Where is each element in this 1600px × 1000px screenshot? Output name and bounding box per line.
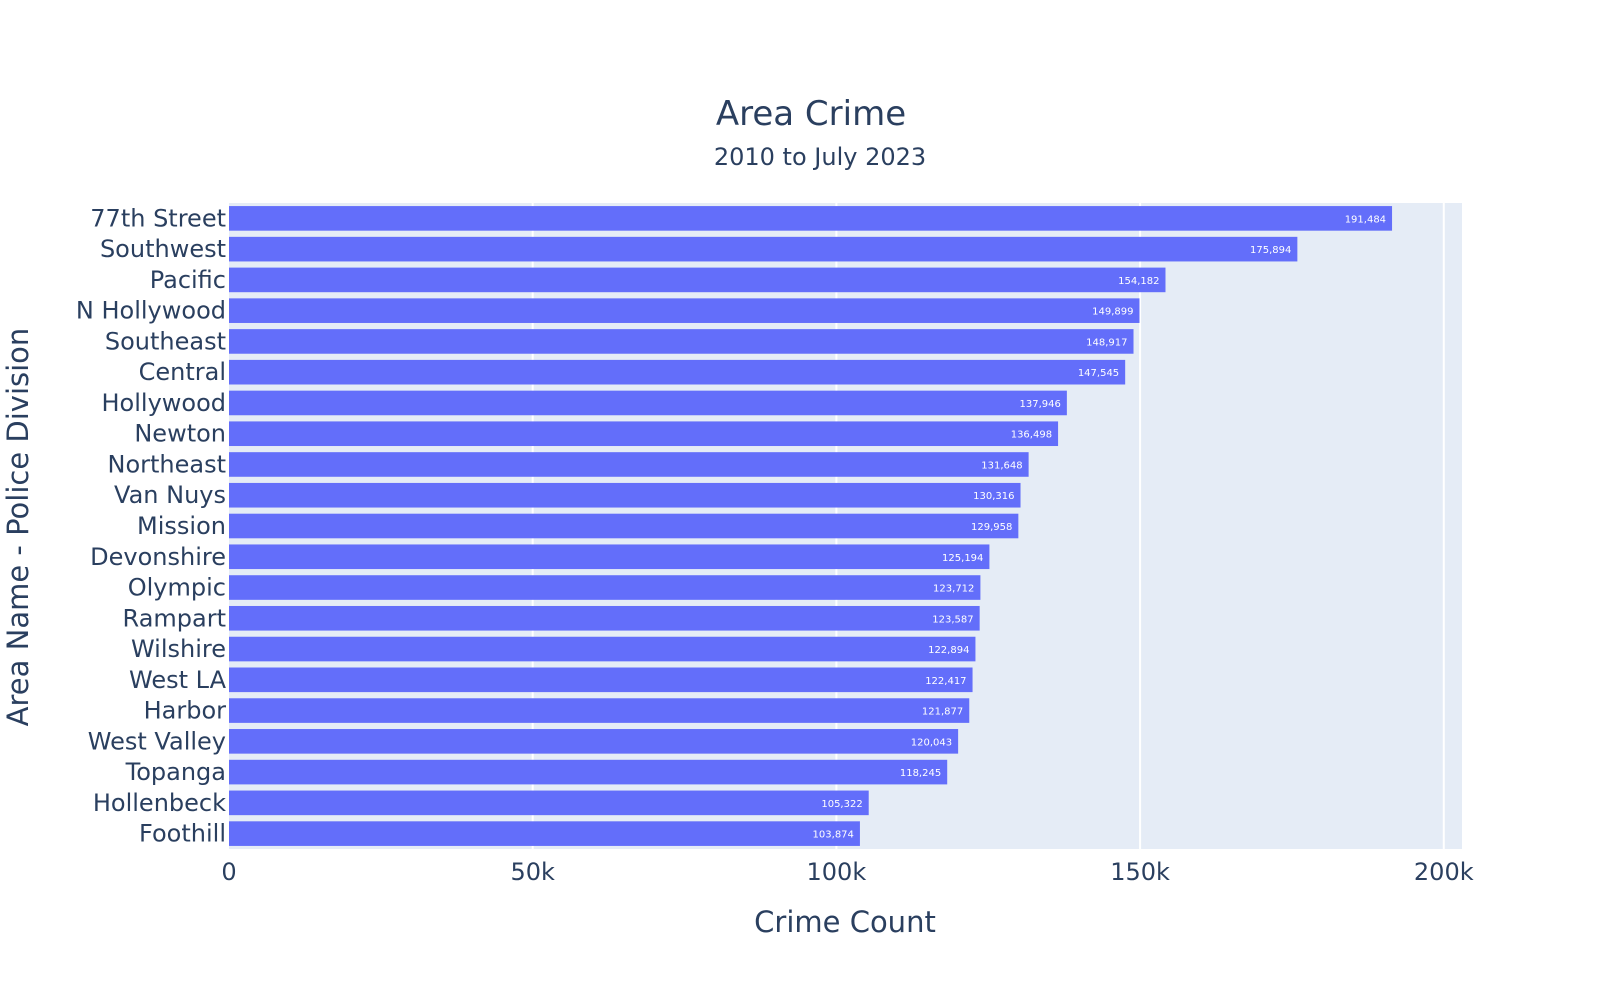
bar [229, 544, 990, 570]
y-axis-title: Area Name - Police Division [1, 328, 35, 727]
y-tick-label: West LA [129, 666, 227, 694]
bar-value-label: 147,545 [1078, 368, 1119, 379]
bar-value-label: 103,874 [813, 830, 854, 841]
bar [229, 267, 1166, 293]
bar [229, 236, 1298, 262]
y-tick-label: Topanga [125, 758, 226, 786]
bar [229, 329, 1134, 354]
y-tick-label: 77th Street [90, 204, 226, 232]
bar [229, 790, 869, 816]
x-tick-label: 200k [1414, 858, 1474, 886]
bar-value-label: 123,712 [933, 584, 974, 595]
bar [229, 359, 1126, 385]
bar-value-label: 148,917 [1086, 337, 1127, 348]
y-tick-label: Central [139, 358, 226, 386]
y-tick-label: Northeast [107, 450, 226, 478]
x-axis-ticks: 0 50k 100k 150k 200k [221, 858, 1473, 886]
chart-title: Area Crime [716, 94, 906, 134]
x-tick-label: 100k [807, 858, 867, 886]
bar [229, 605, 980, 631]
y-tick-label: Wilshire [131, 635, 226, 663]
bar-value-label: 122,894 [928, 645, 969, 656]
bars [229, 206, 1393, 846]
y-tick-label: Harbor [144, 697, 227, 725]
y-tick-label: Southwest [100, 235, 226, 263]
bar-value-label: 105,322 [821, 799, 862, 810]
bar-value-label: 191,484 [1345, 214, 1386, 225]
bar-value-label: 122,417 [925, 676, 966, 687]
bar-value-label: 154,182 [1118, 276, 1159, 287]
y-tick-label: Newton [134, 420, 226, 448]
bar-value-label: 123,587 [932, 614, 973, 625]
bar [229, 390, 1067, 416]
bar-value-label: 129,958 [971, 522, 1012, 533]
data-labels: 191,484 175,894 154,182 149,899 148,917 147,5… [813, 214, 1386, 840]
x-axis-title: Crime Count [754, 905, 936, 939]
bar-value-label: 118,245 [900, 768, 941, 779]
bar-value-label: 136,498 [1011, 430, 1052, 441]
bar-value-label: 175,894 [1250, 245, 1291, 256]
y-tick-label: Hollywood [102, 389, 227, 417]
y-tick-label: Devonshire [90, 543, 226, 571]
y-tick-label: Olympic [128, 574, 226, 602]
chart-subtitle: 2010 to July 2023 [714, 143, 926, 171]
bar [229, 452, 1029, 477]
bar [229, 513, 1019, 539]
bar [229, 759, 948, 785]
bar-value-label: 121,877 [922, 707, 963, 718]
bar-value-label: 149,899 [1092, 307, 1133, 318]
y-tick-label: Mission [137, 512, 226, 540]
bar [229, 575, 981, 600]
y-tick-label: N Hollywood [76, 297, 226, 325]
bar-value-label: 131,648 [981, 460, 1022, 471]
bar [229, 729, 959, 754]
bar [229, 667, 973, 693]
y-tick-label: Rampart [123, 604, 226, 632]
y-tick-label: Pacific [150, 266, 226, 294]
x-tick-label: 150k [1110, 858, 1170, 886]
x-tick-label: 0 [221, 858, 236, 886]
bar [229, 298, 1140, 323]
y-tick-label: Foothill [139, 820, 226, 848]
x-tick-label: 50k [510, 858, 555, 886]
bar [229, 421, 1059, 447]
y-axis-ticks: 77th Street Southwest Pacific N HollywoodSo… [76, 204, 227, 847]
bar [229, 821, 860, 846]
y-tick-label: Southeast [105, 327, 226, 355]
bar [229, 698, 970, 723]
bar [229, 636, 976, 662]
y-tick-label: Hollenbeck [93, 789, 226, 817]
bar [229, 206, 1393, 231]
y-tick-label: Van Nuys [114, 481, 226, 509]
y-tick-label: West Valley [88, 727, 226, 755]
bar-value-label: 125,194 [942, 553, 983, 564]
bar-value-label: 120,043 [911, 737, 952, 748]
bar-value-label: 130,316 [973, 491, 1014, 502]
bar [229, 482, 1021, 508]
bar-value-label: 137,946 [1020, 399, 1061, 410]
